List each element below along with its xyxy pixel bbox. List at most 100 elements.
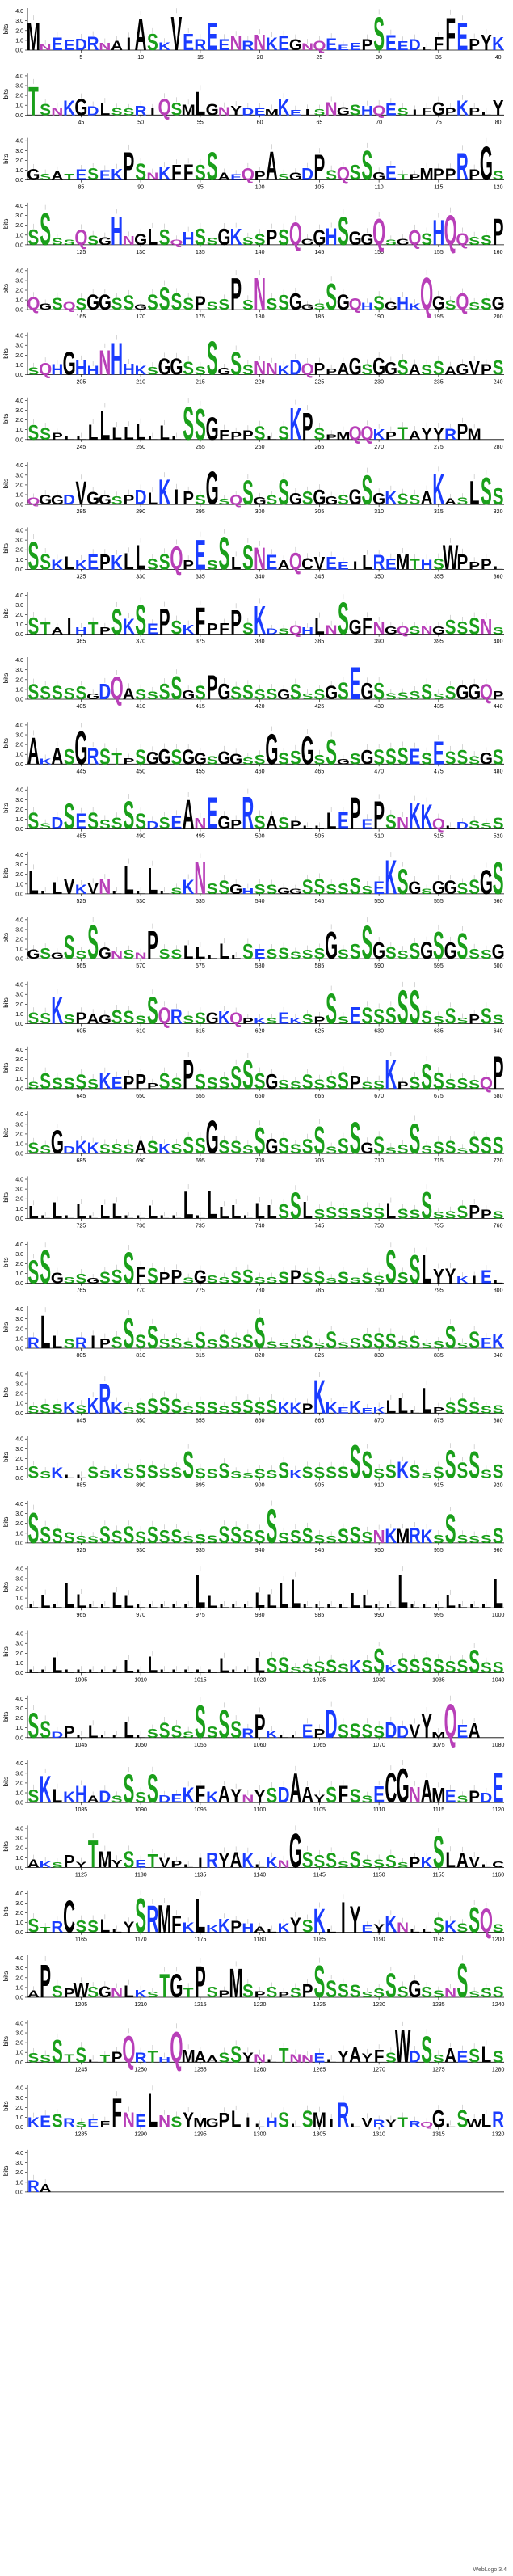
logo-letter: S — [207, 145, 218, 190]
logo-letter: D — [301, 165, 313, 183]
y-tick-label: 1.0 — [15, 1791, 23, 1797]
logo-letter: E — [230, 173, 242, 182]
x-tick-label: 810 — [136, 1353, 145, 1359]
logo-letter: S — [123, 1141, 134, 1157]
logo-letter: S — [183, 1405, 194, 1415]
y-tick-label: 4.0 — [15, 74, 23, 79]
logo-letter: S — [111, 1528, 123, 1547]
logo-letter: S — [361, 1003, 372, 1029]
logo-letter: G — [432, 2106, 445, 2132]
logo-letter: M — [158, 1896, 171, 1941]
logo-letter: L — [254, 1864, 265, 1869]
logo-letter: L — [111, 424, 122, 444]
logo-letter: S — [159, 1718, 170, 1743]
y-tick-label: 4.0 — [15, 853, 23, 858]
logo-letter: S — [326, 1327, 337, 1353]
logo-letter: A — [206, 2053, 218, 2064]
y-tick-label: 0.0 — [15, 698, 23, 703]
logo-letter: S — [278, 2109, 289, 2132]
logo-letter: P — [123, 491, 134, 508]
logo-letter: S — [493, 168, 504, 183]
logo-letter: K — [289, 1468, 301, 1481]
logo-letter: S — [493, 1524, 504, 1548]
y-tick-label: 1.0 — [15, 1142, 23, 1148]
logo-letter: N — [111, 949, 123, 961]
y-axis-label: bits — [2, 543, 10, 553]
logo-letter: S — [421, 1654, 432, 1679]
logo-letter: S — [385, 238, 397, 247]
x-tick-label: 705 — [315, 1158, 325, 1164]
logo-letter: S — [40, 102, 51, 120]
logo-letter: L — [302, 1604, 313, 1609]
logo-letter: S — [456, 1955, 468, 2008]
logo-letter: S — [218, 1522, 229, 1548]
logo-letter: P — [313, 1014, 325, 1026]
x-tick-label: 675 — [434, 1094, 444, 1099]
logo-letter: R — [194, 36, 206, 54]
logo-letter: S — [52, 1524, 63, 1547]
logo-letter: N — [397, 1920, 409, 1936]
logo-letter: S — [278, 291, 289, 314]
x-tick-label: 745 — [315, 1223, 325, 1229]
logo-letter: K — [158, 40, 170, 53]
logo-letter: K — [75, 882, 88, 896]
logo-letter: S — [170, 669, 182, 706]
logo-letter: E — [52, 33, 63, 54]
logo-letter: Q — [432, 816, 445, 833]
x-tick-label: 550 — [374, 899, 384, 904]
logo-letter: S — [183, 1533, 194, 1545]
x-tick-label: 305 — [315, 509, 325, 515]
logo-letter: G — [480, 137, 493, 190]
logo-letter: S — [266, 1396, 277, 1418]
logo-letter: L — [302, 825, 313, 830]
logo-letter: S — [361, 1080, 372, 1091]
logo-letter: L — [111, 1734, 122, 1739]
logo-letter: G — [444, 938, 457, 964]
logo-letter: P — [123, 145, 134, 190]
y-tick-label: 3.0 — [15, 1511, 23, 1517]
logo-letter: P — [290, 818, 301, 831]
logo-letter: S — [170, 745, 182, 769]
x-tick-label: 345 — [315, 574, 325, 580]
y-tick-label: 3.0 — [15, 408, 23, 414]
logo-letter: S — [266, 1984, 277, 2001]
logo-letter: S — [170, 947, 182, 961]
logo-letter: S — [52, 1402, 63, 1417]
x-tick-label: 495 — [196, 834, 205, 840]
logo-letter: P — [147, 1081, 158, 1090]
x-tick-label: 335 — [196, 574, 205, 580]
logo-letter: S — [302, 2106, 313, 2132]
logo-letter: L — [53, 1654, 63, 1679]
logo-letter: G — [325, 682, 338, 704]
x-tick-label: 900 — [255, 1483, 265, 1489]
y-tick-label: 2.0 — [15, 1911, 23, 1916]
y-axis-label: bits — [2, 608, 10, 618]
logo-letter: H — [123, 361, 135, 378]
logo-letter: S — [207, 1467, 218, 1481]
logo-letter: G — [194, 1267, 207, 1288]
y-tick-label: 1.0 — [15, 428, 23, 433]
logo-letter: P — [159, 602, 170, 643]
logo-letter: S — [469, 946, 480, 962]
logo-letter: E — [456, 15, 468, 59]
logo-letter: G — [229, 751, 242, 768]
logo-letter: S — [493, 1208, 504, 1221]
logo-letter: P — [195, 293, 206, 314]
logo-letter: Q — [289, 215, 302, 251]
logo-letter: G — [289, 491, 302, 508]
logo-letter: S — [493, 1461, 504, 1482]
logo-letter: L — [64, 1577, 74, 1616]
y-tick-label: 3.0 — [15, 1642, 23, 1647]
y-tick-label: 0.0 — [15, 48, 23, 54]
x-tick-label: 780 — [255, 1288, 265, 1294]
logo-letter: R — [206, 1849, 218, 1873]
logo-letter: S — [313, 1268, 325, 1287]
x-tick-label: 840 — [494, 1353, 503, 1359]
logo-letter: S — [266, 882, 277, 897]
y-tick-label: 4.0 — [15, 1632, 23, 1638]
logo-letter: S — [266, 1499, 277, 1554]
y-tick-label: 4.0 — [15, 917, 23, 923]
logo-letter: N — [254, 2051, 266, 2064]
logo-letter: S — [242, 1980, 254, 2001]
logo-letter: L — [207, 1183, 217, 1228]
